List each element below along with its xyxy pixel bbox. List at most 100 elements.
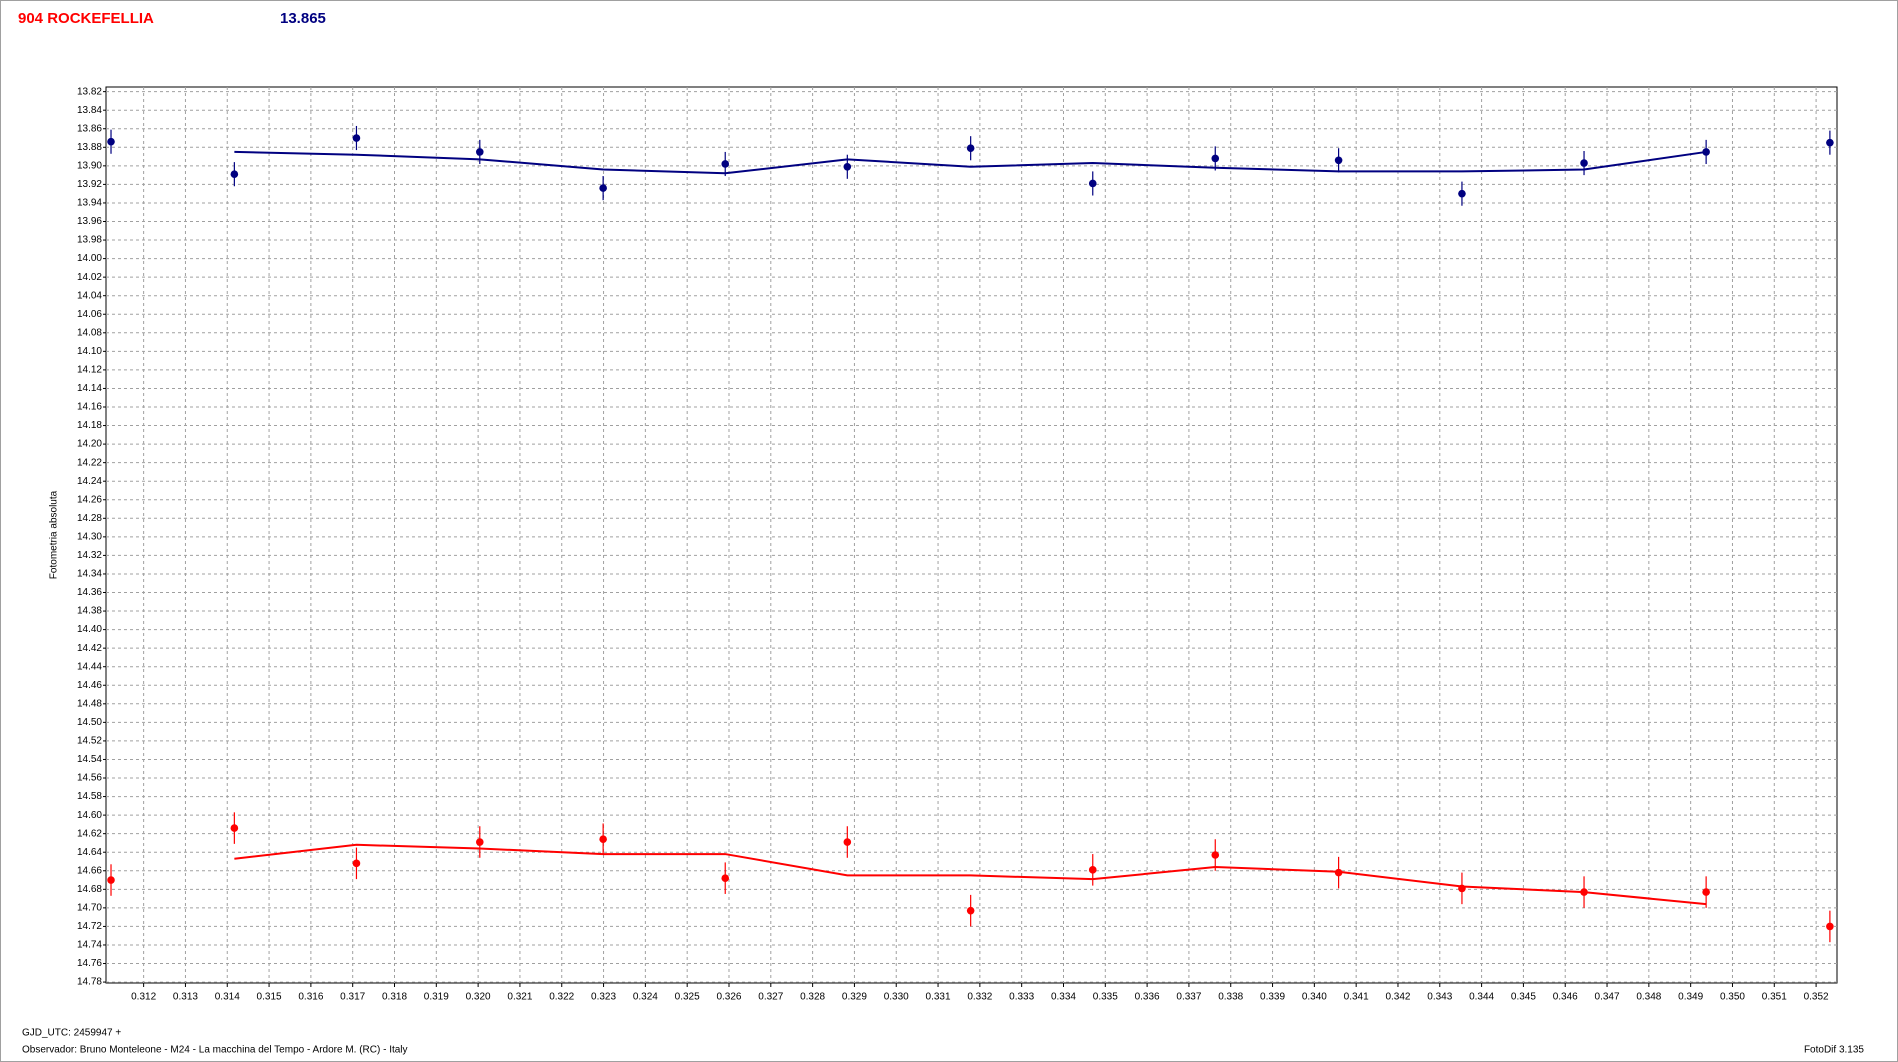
data-point — [1580, 159, 1588, 167]
chart-title: 904 ROCKEFELLIA — [18, 10, 154, 27]
y-tick-label: 14.62 — [77, 828, 102, 839]
y-tick-label: 14.42 — [77, 643, 102, 654]
x-tick-label: 0.351 — [1762, 992, 1787, 1003]
x-tick-label: 0.352 — [1804, 992, 1829, 1003]
x-tick-label: 0.340 — [1302, 992, 1327, 1003]
data-point — [475, 838, 484, 846]
x-tick-label: 0.330 — [884, 992, 909, 1003]
x-tick-label: 0.345 — [1511, 992, 1536, 1003]
y-tick-label: 13.94 — [77, 198, 102, 209]
y-tick-label: 14.54 — [77, 754, 102, 765]
data-point — [107, 137, 115, 146]
x-tick-label: 0.318 — [382, 992, 407, 1003]
y-tick-label: 14.78 — [77, 977, 102, 988]
x-tick-label: 0.347 — [1595, 992, 1620, 1003]
x-tick-label: 0.336 — [1135, 992, 1160, 1003]
x-tick-label: 0.316 — [298, 992, 323, 1003]
y-tick-label: 13.96 — [77, 216, 102, 227]
y-tick-label: 14.20 — [77, 439, 102, 450]
x-tick-label: 0.341 — [1344, 992, 1369, 1003]
y-tick-label: 14.18 — [77, 420, 102, 431]
y-tick-label: 14.50 — [77, 717, 102, 728]
x-tick-label: 0.326 — [716, 992, 741, 1003]
y-tick-label: 14.38 — [77, 606, 102, 617]
data-point — [843, 838, 852, 846]
x-tick-label: 0.346 — [1553, 992, 1578, 1003]
x-tick-label: 0.324 — [633, 992, 658, 1003]
x-tick-label: 0.323 — [591, 992, 616, 1003]
x-tick-label: 0.350 — [1720, 992, 1745, 1003]
data-point — [1334, 868, 1343, 877]
data-point — [1826, 922, 1834, 931]
y-tick-label: 14.70 — [77, 903, 102, 914]
y-tick-label: 14.60 — [77, 810, 102, 821]
x-tick-label: 0.313 — [173, 992, 198, 1003]
data-point — [475, 148, 484, 156]
x-tick-label: 0.332 — [967, 992, 992, 1003]
x-tick-label: 0.325 — [675, 992, 700, 1003]
y-tick-label: 14.22 — [77, 457, 102, 468]
y-tick-label: 14.26 — [77, 494, 102, 505]
y-tick-label: 14.08 — [77, 327, 102, 338]
footer-text: GJD_UTC: 2459947 + — [22, 1028, 121, 1039]
data-point — [230, 824, 239, 832]
x-tick-label: 0.335 — [1093, 992, 1118, 1003]
y-tick-label: 14.44 — [77, 661, 102, 672]
y-tick-label: 14.40 — [77, 624, 102, 635]
x-tick-label: 0.348 — [1636, 992, 1661, 1003]
y-tick-label: 14.24 — [77, 476, 102, 487]
data-point — [966, 906, 975, 915]
y-tick-label: 14.72 — [77, 921, 102, 932]
data-point — [1702, 888, 1710, 896]
data-point — [599, 184, 607, 192]
data-point — [1580, 888, 1588, 896]
x-tick-label: 0.317 — [340, 992, 365, 1003]
data-point — [352, 134, 361, 142]
x-tick-label: 0.314 — [215, 992, 240, 1003]
y-tick-label: 14.00 — [77, 253, 102, 264]
y-tick-label: 14.36 — [77, 587, 102, 598]
y-tick-label: 14.58 — [77, 791, 102, 802]
data-point — [1334, 156, 1343, 165]
y-tick-label: 13.90 — [77, 160, 102, 171]
x-tick-label: 0.349 — [1678, 992, 1703, 1003]
x-tick-label: 0.338 — [1218, 992, 1243, 1003]
data-point — [721, 160, 730, 168]
y-tick-label: 14.02 — [77, 272, 102, 283]
y-tick-label: 14.74 — [77, 940, 102, 951]
x-tick-label: 0.329 — [842, 992, 867, 1003]
y-tick-label: 14.10 — [77, 346, 102, 357]
y-tick-label: 14.76 — [77, 958, 102, 969]
data-point — [966, 144, 975, 153]
x-tick-label: 0.344 — [1469, 992, 1494, 1003]
x-tick-label: 0.333 — [1009, 992, 1034, 1003]
y-tick-label: 14.28 — [77, 513, 102, 524]
data-point — [1458, 884, 1466, 893]
data-point — [599, 835, 607, 844]
data-point — [1458, 189, 1466, 198]
x-tick-label: 0.320 — [466, 992, 491, 1003]
data-point — [843, 162, 852, 171]
y-axis-label: Fotometria absoluta — [49, 490, 60, 579]
y-tick-label: 13.84 — [77, 105, 102, 116]
y-tick-label: 14.32 — [77, 550, 102, 561]
data-point — [352, 859, 361, 868]
x-tick-label: 0.319 — [424, 992, 449, 1003]
data-point — [721, 874, 730, 882]
y-tick-label: 14.06 — [77, 309, 102, 320]
y-tick-label: 13.88 — [77, 142, 102, 153]
y-tick-label: 13.98 — [77, 235, 102, 246]
y-tick-label: 14.04 — [77, 290, 102, 301]
y-tick-label: 14.16 — [77, 402, 102, 413]
y-tick-label: 14.12 — [77, 365, 102, 376]
y-tick-label: 14.14 — [77, 383, 102, 394]
y-tick-label: 13.92 — [77, 179, 102, 190]
y-tick-label: 14.48 — [77, 698, 102, 709]
data-point — [1088, 179, 1097, 188]
x-tick-label: 0.322 — [549, 992, 574, 1003]
x-tick-label: 0.337 — [1176, 992, 1201, 1003]
x-tick-label: 0.342 — [1385, 992, 1410, 1003]
x-tick-label: 0.343 — [1427, 992, 1452, 1003]
